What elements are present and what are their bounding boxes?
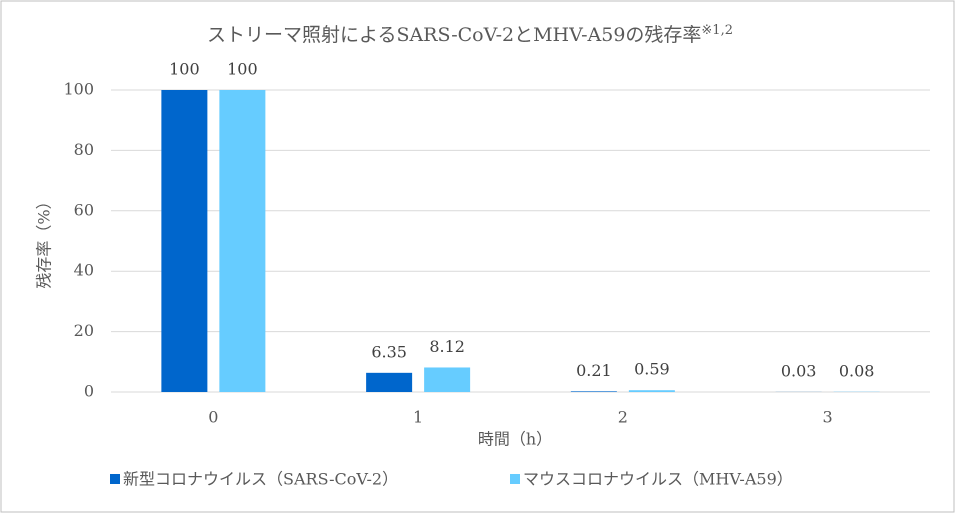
y-tick-label: 80 — [74, 140, 94, 159]
y-axis-label: 残存率（%） — [35, 193, 54, 288]
title-text: ストリーマ照射によるSARS-CoV-2とMHV-A59の残存率 — [207, 24, 701, 46]
x-tick-label: 0 — [208, 408, 218, 427]
bar — [628, 390, 675, 392]
legend-label: 新型コロナウイルス（SARS-CoV-2） — [123, 470, 398, 489]
title-note: ※1,2 — [701, 23, 733, 38]
x-tick-label: 3 — [823, 408, 833, 427]
data-label: 0.59 — [634, 360, 670, 379]
y-tick-label: 0 — [84, 382, 94, 401]
chart-title: ストリーマ照射によるSARS-CoV-2とMHV-A59の残存率※1,2 — [207, 23, 733, 47]
data-label: 0.03 — [781, 361, 817, 380]
x-tick-label: 1 — [413, 408, 423, 427]
data-label: 0.21 — [576, 361, 612, 380]
data-label: 8.12 — [429, 337, 465, 356]
y-tick-label: 60 — [74, 200, 94, 219]
y-tick-label: 100 — [63, 80, 94, 99]
x-axis-label: 時間（h） — [478, 430, 552, 449]
data-label: 100 — [169, 60, 200, 79]
bar — [570, 391, 617, 392]
legend-swatch — [110, 474, 120, 484]
legend-label: マウスコロナウイルス（MHV-A59） — [523, 470, 793, 489]
y-tick-label: 20 — [74, 321, 94, 340]
data-label: 0.08 — [839, 361, 875, 380]
data-label: 100 — [227, 60, 258, 79]
bar — [219, 90, 266, 392]
x-tick-label: 2 — [618, 408, 628, 427]
legend-swatch — [510, 474, 520, 484]
y-tick-label: 40 — [74, 261, 94, 280]
bar — [161, 90, 208, 392]
bar — [424, 367, 471, 392]
data-label: 6.35 — [371, 342, 407, 361]
bar — [366, 372, 413, 392]
